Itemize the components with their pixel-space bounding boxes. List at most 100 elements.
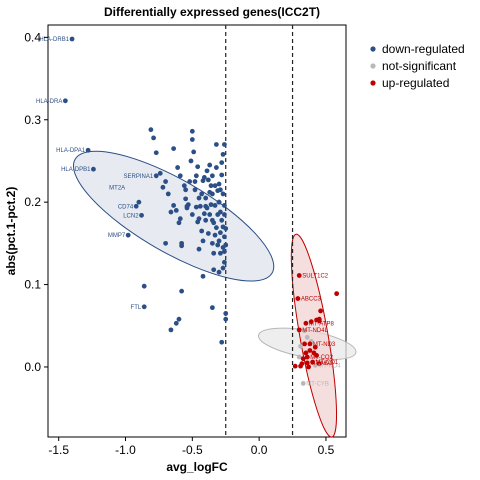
down-regulated-point [183, 196, 189, 202]
point-label: LCN2 [123, 213, 139, 219]
legend: down-regulated not-significant up-regulate… [370, 42, 465, 90]
down-regulated-point [212, 183, 218, 189]
down-regulated-point [141, 304, 147, 310]
y-tick-label: 0.0 [24, 360, 41, 374]
down-regulated-point [203, 217, 209, 223]
up-regulated-point [299, 361, 305, 367]
point-label: MT2A [109, 185, 125, 191]
down-regulated-point [196, 246, 202, 252]
data-points [62, 36, 340, 386]
y-axis: 0.0 0.1 0.2 0.3 0.4 [24, 30, 48, 374]
down-regulated-point [163, 179, 168, 184]
down-regulated-point [216, 199, 222, 205]
down-regulated-point [189, 137, 195, 142]
down-regulated-point [205, 177, 211, 183]
down-regulated-point [199, 228, 205, 234]
threshold-lines [225, 25, 294, 437]
up-regulated-point [302, 341, 307, 347]
down-regulated-point [62, 98, 68, 104]
down-regulated-point [211, 250, 217, 256]
y-tick-label: 0.3 [24, 113, 41, 127]
down-regulated-point [184, 203, 190, 209]
down-regulated-point [200, 273, 206, 279]
down-regulated-point [209, 191, 215, 197]
down-regulated-point [213, 142, 219, 147]
down-regulated-point [200, 238, 206, 244]
down-regulated-point [177, 216, 183, 222]
down-regulated-point [221, 249, 227, 255]
down-regulated-point [173, 320, 179, 326]
down-regulated-point [91, 166, 96, 172]
down-regulated-point [207, 162, 213, 168]
down-regulated-point [69, 36, 75, 42]
down-regulated-point [211, 267, 217, 273]
point-labels: HLA-DRB1 HLA-DRA HLA-DPA1 HLA-DPB1 SERPINA1 M… [36, 37, 341, 387]
up-regulated-point [310, 359, 315, 365]
down-regulated-point [179, 288, 185, 294]
not-significant-point [296, 354, 302, 360]
legend-swatch-down-regulated [370, 46, 376, 52]
down-regulated-point [165, 191, 171, 197]
down-regulated-point [213, 225, 219, 231]
up-regulated-point [304, 354, 310, 360]
y-tick-label: 0.1 [24, 278, 41, 292]
up-regulated-point [307, 348, 313, 353]
point-label: HLA-DRA [36, 99, 62, 105]
down-regulated-point [192, 187, 198, 193]
down-regulated-point [217, 230, 223, 236]
up-regulated-point [316, 361, 322, 367]
down-regulated-point [163, 240, 168, 246]
up-regulated-point [296, 273, 302, 278]
down-regulated-point [219, 160, 225, 166]
down-regulated-point [221, 142, 227, 147]
down-regulated-point [223, 242, 229, 248]
down-regulated-point [197, 203, 203, 209]
down-regulated-point [221, 203, 227, 208]
down-regulated-point [187, 179, 193, 184]
down-regulated-point [223, 226, 229, 231]
down-regulated-point [220, 191, 226, 197]
down-regulated-point [151, 135, 156, 141]
down-regulated-point [208, 202, 214, 208]
down-regulated-point [209, 173, 215, 179]
down-regulated-point [139, 212, 144, 218]
down-regulated-point [215, 242, 221, 248]
x-axis: -1.5 -1.0 -0.5 0.0 0.5 [48, 437, 335, 457]
legend-swatch-not-significant [370, 63, 376, 69]
down-regulated-point [220, 151, 226, 157]
down-regulated-point [208, 183, 214, 189]
down-regulated-point [189, 212, 195, 217]
down-regulated-point [219, 172, 225, 178]
legend-swatch-up-regulated [370, 80, 376, 86]
down-regulated-point [223, 311, 229, 316]
down-regulated-point [148, 127, 154, 133]
down-regulated-point [216, 181, 222, 187]
up-regulated-point [311, 350, 317, 356]
up-regulated-point [306, 364, 311, 370]
point-label: FTL [131, 305, 142, 311]
down-regulated-point [191, 149, 197, 155]
down-regulated-point [221, 234, 227, 240]
up-regulated-point [296, 327, 302, 333]
down-regulated-point [209, 240, 215, 246]
point-label: MT-CYB [306, 381, 329, 387]
down-regulated-point [212, 232, 218, 238]
down-regulated-point [205, 231, 211, 236]
x-axis-title: avg_logFC [166, 460, 228, 474]
down-regulated-point [160, 184, 166, 190]
down-regulated-point [217, 209, 223, 215]
confidence-ellipses [72, 150, 357, 438]
x-tick-label: 0.0 [251, 443, 268, 457]
down-regulated-point [193, 173, 199, 179]
down-regulated-point [219, 339, 225, 345]
down-regulated-point [213, 165, 219, 170]
down-regulated-point [204, 168, 210, 174]
down-regulated-point [201, 175, 207, 180]
down-regulated-point [211, 220, 217, 226]
x-tick-label: -0.5 [182, 443, 203, 457]
legend-label-up-regulated: up-regulated [382, 76, 449, 90]
legend-label-down-regulated: down-regulated [382, 42, 465, 56]
legend-label-not-significant: not-significant [382, 59, 457, 73]
x-tick-label: -1.0 [115, 443, 136, 457]
